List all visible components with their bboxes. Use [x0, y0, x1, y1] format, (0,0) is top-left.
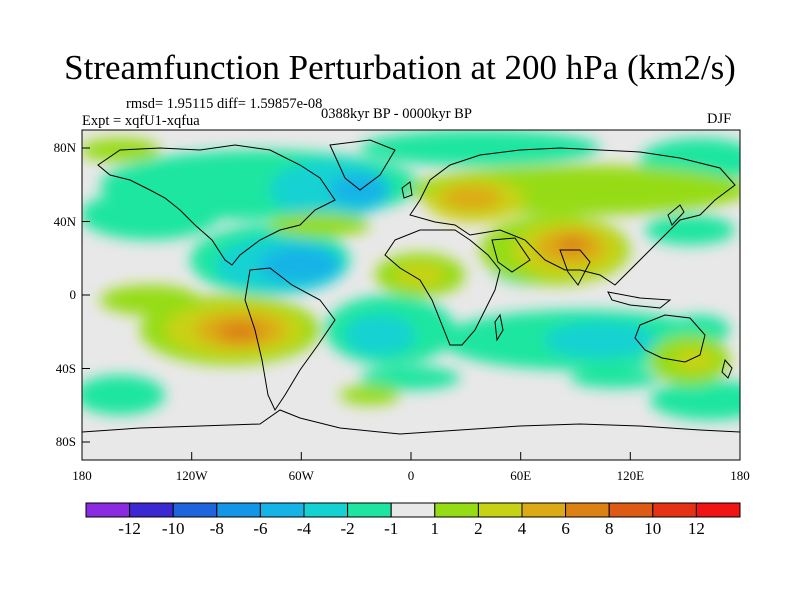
contour-region: [442, 186, 502, 210]
stats-text: rmsd= 1.95115 diff= 1.59857e-08: [126, 96, 323, 112]
contour-region: [218, 322, 262, 342]
colorbar-swatch: [565, 502, 610, 518]
lon-tick-label: 60W: [289, 468, 315, 483]
colorbar-label: 8: [605, 519, 614, 538]
colorbar-swatch: [216, 502, 261, 518]
colorbar-label: -2: [341, 519, 355, 538]
contour-region: [260, 247, 340, 283]
coastline-arabia: [491, 237, 531, 273]
lon-tick-label: 120W: [176, 468, 209, 483]
contour-region: [270, 213, 370, 237]
colorbar-label: -6: [253, 519, 267, 538]
colorbar-swatch: [85, 502, 131, 518]
contour-region: [82, 190, 220, 240]
season-text: DJF: [707, 111, 732, 127]
contour-region: [340, 385, 400, 405]
colorbar-swatch: [695, 502, 741, 518]
lon-tick-label: 60E: [510, 468, 531, 483]
colorbar-label: -1: [384, 519, 398, 538]
contour-region: [675, 348, 715, 372]
lon-tick-label: 180: [730, 468, 750, 483]
colorbar-swatch: [172, 502, 218, 518]
lat-tick-label: 0: [70, 287, 77, 302]
lat-axis-labels: 80N 40N 0 40S 80S: [54, 140, 77, 449]
colorbar-label: -12: [118, 519, 141, 538]
contour-region: [395, 263, 445, 287]
colorbar-label: 1: [431, 519, 440, 538]
coastline-greenland: [329, 139, 396, 191]
colorbar-swatch: [652, 502, 697, 518]
axis-ticks: [81, 147, 741, 460]
colorbar-label: 2: [474, 519, 483, 538]
lat-tick-label: 40N: [54, 214, 77, 229]
colorbar-label: 10: [644, 519, 661, 538]
colorbar-label: -8: [210, 519, 224, 538]
lat-tick-label: 80S: [56, 434, 76, 449]
coastline-new-zealand: [721, 358, 733, 379]
coastlines: [82, 139, 740, 435]
contour-region: [360, 366, 460, 390]
colorbar-swatch: [303, 502, 349, 518]
coastline-british-isles: [401, 181, 413, 199]
contour-region: [545, 322, 655, 358]
colorbar-label: 4: [518, 519, 527, 538]
colorbar-swatch: [390, 502, 436, 518]
contour-region: [345, 315, 415, 355]
coastline-antarctica: [82, 409, 740, 435]
coastline-india: [559, 249, 591, 286]
period-text: 0388kyr BP - 0000kyr BP: [321, 106, 472, 122]
lon-tick-label: 120E: [617, 468, 645, 483]
colorbar-labels: -12 -10 -8 -6 -4 -2 -1 1 2 4 6 8 10 12: [118, 519, 705, 538]
contour-region: [82, 375, 165, 415]
colorbar-label: 6: [561, 519, 570, 538]
colorbar-label: 12: [688, 519, 705, 538]
contour-region: [100, 285, 200, 315]
colorbar-swatch: [347, 502, 392, 518]
colorbar: [85, 502, 741, 518]
colorbar-swatch: [477, 502, 523, 518]
colorbar-label: -4: [297, 519, 312, 538]
colorbar-swatch: [129, 502, 174, 518]
coastline-japan: [667, 204, 685, 226]
lon-tick-label: 0: [408, 468, 415, 483]
contour-region: [645, 215, 735, 245]
colorbar-swatch: [608, 502, 654, 518]
colorbar-label: -10: [162, 519, 185, 538]
colorbar-swatch: [521, 502, 567, 518]
contour-region: [570, 368, 660, 388]
lat-tick-label: 80N: [54, 140, 77, 155]
colorbar-swatch: [259, 502, 305, 518]
coastline-australia: [634, 314, 706, 363]
coastline-eurasia: [409, 147, 736, 286]
contour-region: [360, 130, 600, 166]
coastline-madagascar: [494, 313, 504, 342]
lat-tick-label: 40S: [56, 361, 76, 376]
chart-title: Streamfunction Perturbation at 200 hPa (…: [64, 48, 736, 87]
coastline-south-america: [244, 267, 336, 412]
contour-region: [557, 237, 587, 253]
coastline-africa: [384, 229, 501, 346]
lon-axis-labels: 180 120W 60W 0 60E 120E 180: [72, 468, 750, 483]
contour-region: [650, 380, 740, 420]
coastline-indonesia: [607, 291, 672, 309]
lon-tick-label: 180: [72, 468, 92, 483]
colorbar-swatch: [434, 502, 479, 518]
coastline-north-america: [97, 144, 336, 266]
experiment-text: Expt = xqfU1-xqfua: [82, 113, 200, 129]
